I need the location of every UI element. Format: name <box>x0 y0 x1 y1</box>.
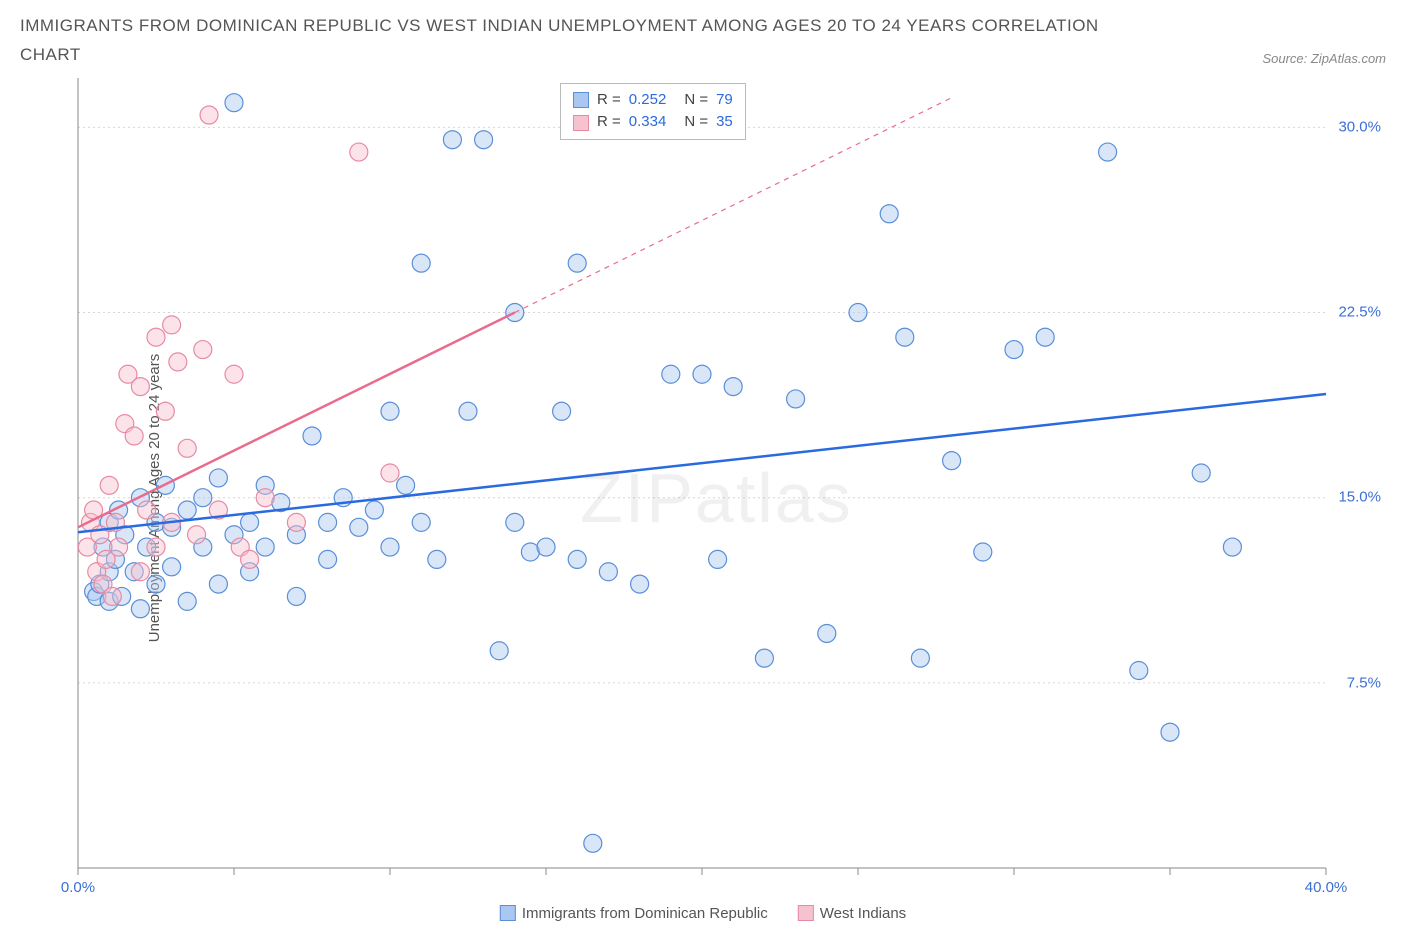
source-attribution: Source: ZipAtlas.com <box>1262 51 1386 70</box>
header: IMMIGRANTS FROM DOMINICAN REPUBLIC VS WE… <box>20 12 1386 70</box>
legend-item: West Indians <box>798 905 906 922</box>
x-tick-label: 40.0% <box>1305 879 1348 896</box>
y-tick-label: 7.5% <box>1347 674 1381 691</box>
stats-row: R = 0.252N = 79 <box>573 89 733 112</box>
x-tick-label: 0.0% <box>61 879 95 896</box>
y-tick-label: 22.5% <box>1338 304 1381 321</box>
correlation-stats-box: R = 0.252N = 79R = 0.334N = 35 <box>560 83 746 140</box>
chart-container: Unemployment Among Ages 20 to 24 years 7… <box>20 78 1386 918</box>
scatter-plot <box>20 78 1386 898</box>
y-tick-label: 30.0% <box>1338 119 1381 136</box>
stats-row: R = 0.334N = 35 <box>573 111 733 134</box>
legend-item: Immigrants from Dominican Republic <box>500 905 768 922</box>
y-tick-label: 15.0% <box>1338 489 1381 506</box>
bottom-legend: Immigrants from Dominican Republic West I… <box>500 905 906 922</box>
chart-title: IMMIGRANTS FROM DOMINICAN REPUBLIC VS WE… <box>20 12 1100 70</box>
